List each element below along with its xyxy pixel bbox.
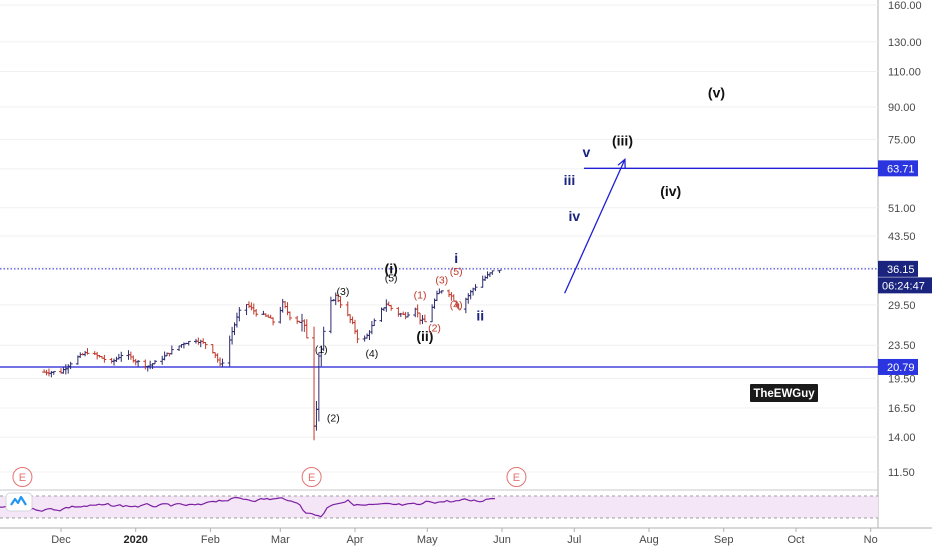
wave-label: i	[454, 250, 458, 266]
time-tick-label: May	[417, 534, 438, 546]
wave-label: (2)	[428, 322, 441, 334]
rsi-pane[interactable]	[0, 495, 878, 519]
wave-label: (1)	[414, 289, 427, 301]
price-tick-label: 51.00	[888, 203, 916, 215]
wave-label: (i)	[385, 261, 398, 277]
grid	[0, 4, 878, 473]
tradingview-logo-icon[interactable]	[5, 492, 33, 512]
time-tick-label: Aug	[639, 534, 659, 546]
wave-label: (5)	[450, 266, 463, 278]
wave-labels: (1)(2)(3)(4)(5)(i)(ii)(1)(2)(3)(4)(5)iii…	[315, 84, 725, 424]
earnings-marker[interactable]: E	[506, 467, 527, 487]
price-tick-label: 160.00	[888, 0, 922, 12]
price-tag-label: 20.79	[887, 362, 915, 374]
countdown-label: 06:24:47	[882, 280, 925, 292]
price-bars	[42, 269, 502, 441]
price-tick-label: 29.50	[888, 300, 916, 312]
time-tick-label: Apr	[346, 534, 363, 546]
wave-label: (5)	[385, 272, 398, 284]
projection-arrow[interactable]	[564, 158, 626, 294]
price-tags: 63.71 36.15 20.79 06:24:47	[878, 160, 932, 375]
wave-label: (1)	[315, 344, 328, 356]
time-tick-label: No	[864, 534, 878, 546]
wave-label: (iv)	[660, 183, 681, 199]
earnings-marker-label: E	[513, 472, 520, 484]
watermark-badge: TheEWGuy	[750, 384, 818, 402]
time-tick-label: Dec	[51, 534, 71, 546]
earnings-marker[interactable]: E	[301, 467, 322, 487]
price-tick-label: 43.50	[888, 231, 916, 243]
time-tick-label: Jul	[567, 534, 581, 546]
price-tag	[878, 358, 918, 375]
time-tick-label: Sep	[714, 534, 734, 546]
price-tick-label: 130.00	[888, 37, 922, 49]
price-tick-label: 23.50	[888, 340, 916, 352]
time-tick-label: 2020	[123, 534, 147, 546]
arrow-shaft[interactable]	[564, 159, 626, 294]
price-tick-label: 14.00	[888, 432, 916, 444]
price-tick-label: 19.50	[888, 373, 916, 385]
earnings-marker[interactable]: E	[12, 467, 33, 487]
price-tag-label: 36.15	[887, 264, 915, 276]
earnings-marker-label: E	[19, 472, 26, 484]
wave-label: (iii)	[612, 132, 633, 148]
wave-label: (2)	[327, 412, 340, 424]
rsi-band	[0, 496, 878, 518]
price-pane[interactable]	[0, 0, 878, 490]
wave-label: (3)	[435, 274, 448, 286]
time-axis[interactable]: Dec 2020 Feb Mar Apr May Jun Jul Aug Sep Oct No	[51, 528, 878, 546]
price-tick-label: 16.50	[888, 403, 916, 415]
price-tag-label: 63.71	[887, 163, 915, 175]
time-tick-label: Oct	[787, 534, 804, 546]
wave-label: iv	[568, 208, 580, 224]
price-tick-label: 110.00	[888, 66, 921, 78]
price-tick-label: 11.50	[888, 467, 915, 479]
price-tick-label: 90.00	[888, 102, 916, 114]
time-tick-label: Jun	[493, 534, 511, 546]
wave-label: iii	[564, 172, 576, 188]
rsi-line	[0, 496, 496, 518]
countdown-tag	[878, 277, 932, 294]
price-tick-label: 75.00	[888, 134, 916, 146]
time-tick-label: Mar	[271, 534, 290, 546]
time-tick-label: Feb	[201, 534, 220, 546]
wave-label: (ii)	[416, 328, 433, 344]
arrow-head-icon	[617, 158, 626, 169]
wave-label: (3)	[337, 286, 350, 298]
wave-label: (4)	[450, 300, 463, 312]
wave-label: (v)	[708, 84, 725, 100]
wave-label: v	[582, 144, 590, 160]
wave-label: ii	[476, 308, 484, 324]
earnings-marker-label: E	[308, 472, 315, 484]
price-tag	[878, 160, 918, 177]
price-tag	[878, 260, 918, 277]
wave-label: (4)	[365, 348, 378, 360]
watermark-text: TheEWGuy	[753, 388, 815, 400]
